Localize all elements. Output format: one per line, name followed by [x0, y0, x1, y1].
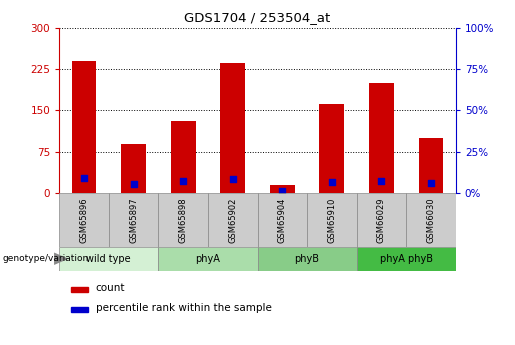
Bar [307, 193, 356, 247]
Bar [72, 61, 96, 193]
Text: GSM65910: GSM65910 [328, 197, 336, 243]
Text: phyA phyB: phyA phyB [380, 254, 433, 264]
Bar [109, 193, 159, 247]
Bar [171, 121, 196, 193]
Text: GSM66029: GSM66029 [377, 197, 386, 243]
Text: GSM66030: GSM66030 [426, 197, 436, 243]
Bar [319, 104, 344, 193]
Bar [258, 247, 356, 271]
Text: wild type: wild type [87, 254, 131, 264]
Bar [356, 193, 406, 247]
Text: phyB: phyB [295, 254, 320, 264]
Point [129, 181, 138, 187]
Point [278, 188, 286, 194]
Bar [59, 247, 159, 271]
Bar [406, 193, 456, 247]
Bar [356, 247, 456, 271]
Text: GSM65902: GSM65902 [228, 197, 237, 243]
Point [328, 179, 336, 185]
Text: GSM65898: GSM65898 [179, 197, 187, 243]
Bar [419, 138, 443, 193]
Point [377, 178, 386, 183]
Bar [159, 247, 258, 271]
Bar [59, 193, 109, 247]
Text: phyA: phyA [196, 254, 220, 264]
Title: GDS1704 / 253504_at: GDS1704 / 253504_at [184, 11, 331, 24]
Text: GSM65896: GSM65896 [79, 197, 89, 243]
Text: GSM65904: GSM65904 [278, 197, 287, 243]
Point [229, 177, 237, 182]
Bar [369, 83, 394, 193]
Text: GSM65897: GSM65897 [129, 197, 138, 243]
Point [179, 178, 187, 184]
Text: count: count [96, 283, 125, 293]
Bar [220, 63, 245, 193]
Point [80, 175, 88, 180]
Bar [270, 185, 295, 193]
Bar [258, 193, 307, 247]
Bar [71, 307, 88, 313]
Point [427, 180, 435, 186]
Bar [159, 193, 208, 247]
Text: percentile rank within the sample: percentile rank within the sample [96, 303, 271, 313]
Bar [71, 287, 88, 292]
Bar [208, 193, 258, 247]
Bar [121, 144, 146, 193]
Text: genotype/variation: genotype/variation [3, 254, 89, 263]
